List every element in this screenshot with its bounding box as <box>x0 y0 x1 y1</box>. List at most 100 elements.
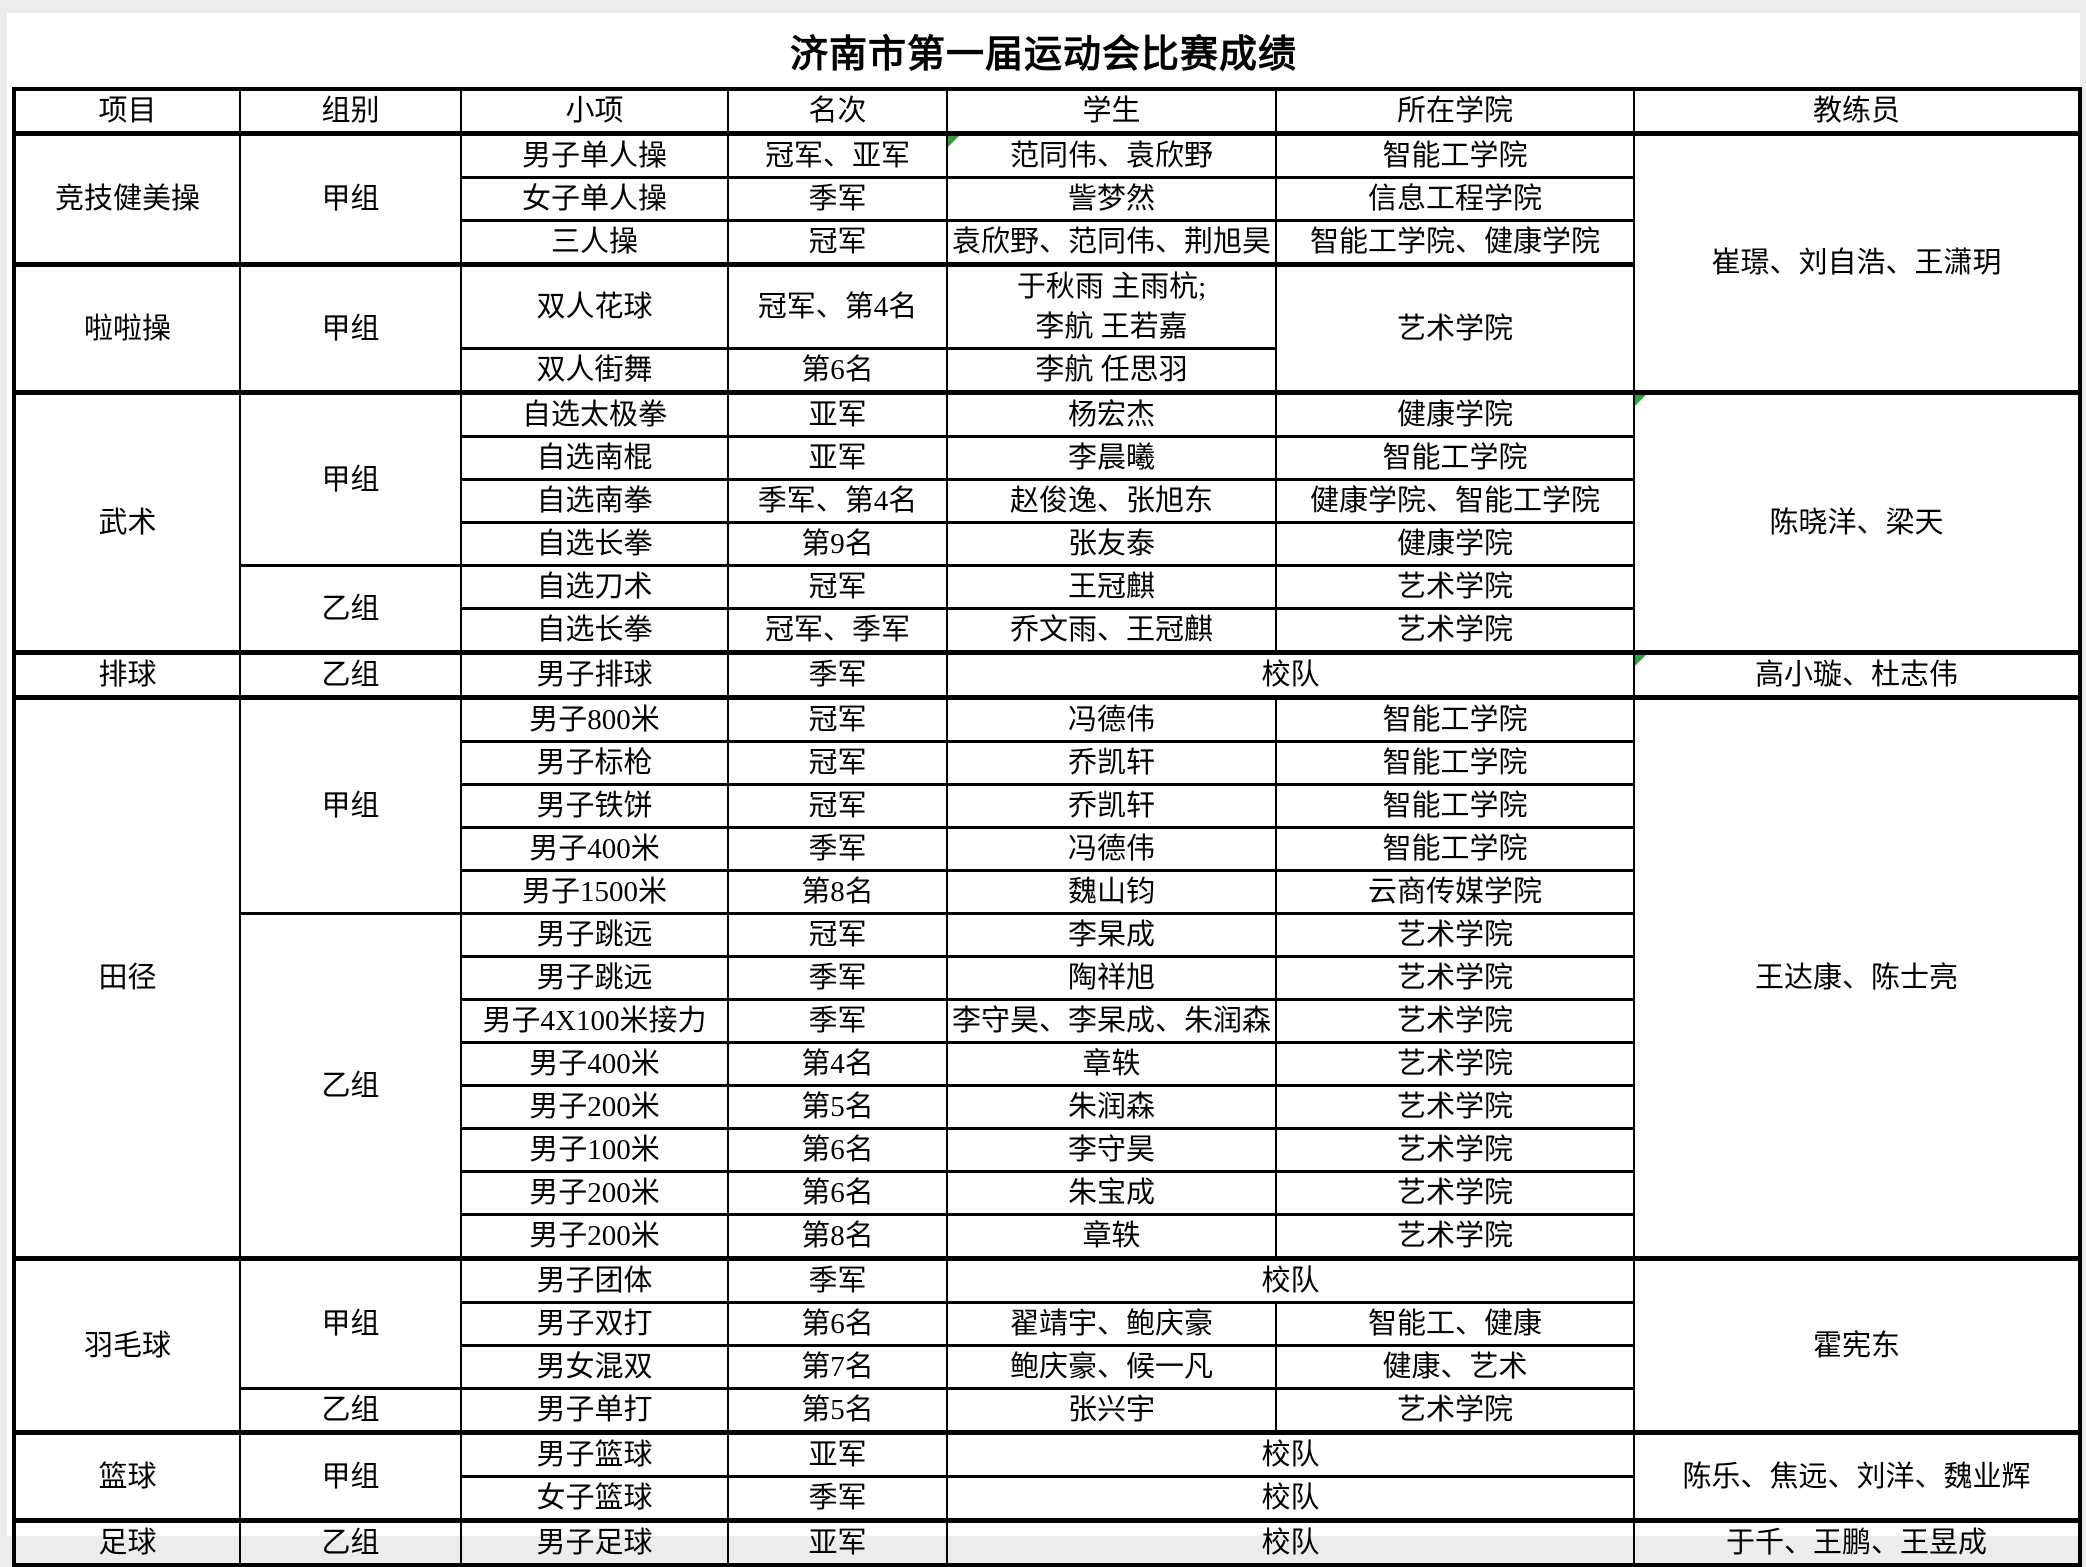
cell-group[interactable]: 乙组 <box>239 912 462 1260</box>
cell-subevent[interactable]: 男子400米 <box>460 1041 729 1087</box>
cell-subevent[interactable]: 男子跳远 <box>460 955 729 1001</box>
column-header-group[interactable]: 组别 <box>239 87 462 136</box>
cell-subevent[interactable]: 自选刀术 <box>460 564 729 610</box>
cell-subevent[interactable]: 男子200米 <box>460 1170 729 1216</box>
cell-subevent[interactable]: 男子400米 <box>460 826 729 872</box>
cell-rank[interactable]: 亚军 <box>727 1518 948 1566</box>
cell-student[interactable]: 章轶 <box>946 1041 1277 1087</box>
cell-event[interactable]: 武术 <box>13 390 241 654</box>
column-header-rank[interactable]: 名次 <box>727 87 948 136</box>
cell-subevent[interactable]: 男子排球 <box>460 650 729 699</box>
cell-subevent[interactable]: 男子800米 <box>460 695 729 743</box>
cell-event[interactable]: 羽毛球 <box>13 1256 241 1434</box>
cell-group[interactable]: 甲组 <box>239 695 462 915</box>
cell-rank[interactable]: 冠军 <box>727 564 948 610</box>
cell-subevent[interactable]: 男子200米 <box>460 1213 729 1260</box>
cell-student[interactable]: 冯德伟 <box>946 826 1277 872</box>
cell-college[interactable]: 艺术学院 <box>1275 564 1635 610</box>
cell-college[interactable]: 智能工学院 <box>1275 695 1635 743</box>
cell-student[interactable]: 冯德伟 <box>946 695 1277 743</box>
cell-rank[interactable]: 冠军 <box>727 783 948 829</box>
cell-college[interactable]: 艺术学院 <box>1275 607 1635 654</box>
cell-event[interactable]: 排球 <box>13 650 241 699</box>
column-header-subevent[interactable]: 小项 <box>460 87 729 136</box>
cell-college[interactable]: 智能工学院 <box>1275 740 1635 786</box>
cell-rank[interactable]: 冠军 <box>727 912 948 958</box>
cell-rank[interactable]: 第6名 <box>727 1170 948 1216</box>
cell-rank[interactable]: 第6名 <box>727 347 948 394</box>
cell-college[interactable]: 艺术学院 <box>1275 1170 1635 1216</box>
cell-subevent[interactable]: 男子200米 <box>460 1084 729 1130</box>
cell-rank[interactable]: 季军 <box>727 998 948 1044</box>
cell-coach[interactable]: 陈乐、焦远、刘洋、魏业辉 <box>1633 1430 2081 1522</box>
cell-college[interactable]: 艺术学院 <box>1275 912 1635 958</box>
cell-college[interactable]: 艺术学院 <box>1275 1084 1635 1130</box>
cell-student[interactable]: 訾梦然 <box>946 176 1277 222</box>
cell-rank[interactable]: 第8名 <box>727 869 948 915</box>
cell-rank[interactable]: 第5名 <box>727 1084 948 1130</box>
column-header-student[interactable]: 学生 <box>946 87 1277 136</box>
cell-group[interactable]: 乙组 <box>239 1387 462 1434</box>
cell-rank[interactable]: 季军 <box>727 955 948 1001</box>
cell-event[interactable]: 篮球 <box>13 1430 241 1522</box>
cell-rank[interactable]: 冠军 <box>727 219 948 266</box>
cell-rank[interactable]: 第9名 <box>727 521 948 567</box>
cell-college[interactable]: 艺术学院 <box>1275 1041 1635 1087</box>
cell-subevent[interactable]: 双人花球 <box>460 262 729 350</box>
cell-rank[interactable]: 第7名 <box>727 1344 948 1390</box>
cell-group[interactable]: 甲组 <box>239 131 462 266</box>
cell-subevent[interactable]: 男子足球 <box>460 1518 729 1566</box>
cell-rank[interactable]: 冠军、季军 <box>727 607 948 654</box>
cell-event[interactable]: 田径 <box>13 695 241 1260</box>
cell-rank[interactable]: 季军 <box>727 176 948 222</box>
cell-group[interactable]: 甲组 <box>239 1256 462 1390</box>
cell-college[interactable]: 艺术学院 <box>1275 955 1635 1001</box>
cell-subevent[interactable]: 三人操 <box>460 219 729 266</box>
cell-rank[interactable]: 季军 <box>727 650 948 699</box>
cell-coach[interactable]: 于千、王鹏、王昱成 <box>1633 1518 2081 1566</box>
cell-subevent[interactable]: 自选南拳 <box>460 478 729 524</box>
cell-rank[interactable]: 第6名 <box>727 1127 948 1173</box>
cell-student[interactable]: 张兴宇 <box>946 1387 1277 1434</box>
cell-college[interactable]: 云商传媒学院 <box>1275 869 1635 915</box>
cell-subevent[interactable]: 自选长拳 <box>460 607 729 654</box>
cell-subevent[interactable]: 男子篮球 <box>460 1430 729 1478</box>
cell-student[interactable]: 李晨曦 <box>946 435 1277 481</box>
cell-college[interactable]: 健康学院 <box>1275 521 1635 567</box>
cell-coach[interactable]: 霍宪东 <box>1633 1256 2081 1434</box>
cell-college[interactable]: 艺术学院 <box>1275 1213 1635 1260</box>
cell-group[interactable]: 乙组 <box>239 650 462 699</box>
cell-student[interactable]: 乔凯轩 <box>946 783 1277 829</box>
cell-student[interactable]: 张友泰 <box>946 521 1277 567</box>
cell-rank[interactable]: 第8名 <box>727 1213 948 1260</box>
cell-subevent[interactable]: 自选太极拳 <box>460 390 729 438</box>
cell-subevent[interactable]: 男子100米 <box>460 1127 729 1173</box>
cell-subevent[interactable]: 男子4X100米接力 <box>460 998 729 1044</box>
cell-student[interactable]: 袁欣野、范同伟、荆旭昊 <box>946 219 1277 266</box>
cell-subevent[interactable]: 自选长拳 <box>460 521 729 567</box>
cell-student[interactable]: 翟靖宇、鲍庆豪 <box>946 1301 1277 1347</box>
cell-coach[interactable]: 崔璟、刘自浩、王潇玥 <box>1633 131 2081 394</box>
cell-student[interactable]: 李守昊 <box>946 1127 1277 1173</box>
cell-rank[interactable]: 第4名 <box>727 1041 948 1087</box>
cell-college[interactable]: 智能工学院 <box>1275 131 1635 179</box>
cell-student[interactable]: 校队 <box>946 1430 1635 1478</box>
cell-subevent[interactable]: 男女混双 <box>460 1344 729 1390</box>
cell-student[interactable]: 朱宝成 <box>946 1170 1277 1216</box>
cell-subevent[interactable]: 女子篮球 <box>460 1475 729 1522</box>
cell-student[interactable]: 乔文雨、王冠麒 <box>946 607 1277 654</box>
cell-group[interactable]: 甲组 <box>239 390 462 567</box>
cell-event[interactable]: 竞技健美操 <box>13 131 241 266</box>
cell-student[interactable]: 王冠麒 <box>946 564 1277 610</box>
cell-student[interactable]: 范同伟、袁欣野 <box>946 131 1277 179</box>
cell-event[interactable]: 足球 <box>13 1518 241 1566</box>
cell-student[interactable]: 李杲成 <box>946 912 1277 958</box>
cell-college[interactable]: 健康、艺术 <box>1275 1344 1635 1390</box>
cell-college[interactable]: 艺术学院 <box>1275 1127 1635 1173</box>
cell-rank[interactable]: 第6名 <box>727 1301 948 1347</box>
cell-subevent[interactable]: 男子团体 <box>460 1256 729 1304</box>
cell-college[interactable]: 艺术学院 <box>1275 262 1635 394</box>
cell-subevent[interactable]: 男子1500米 <box>460 869 729 915</box>
cell-subevent[interactable]: 男子跳远 <box>460 912 729 958</box>
column-header-college[interactable]: 所在学院 <box>1275 87 1635 136</box>
